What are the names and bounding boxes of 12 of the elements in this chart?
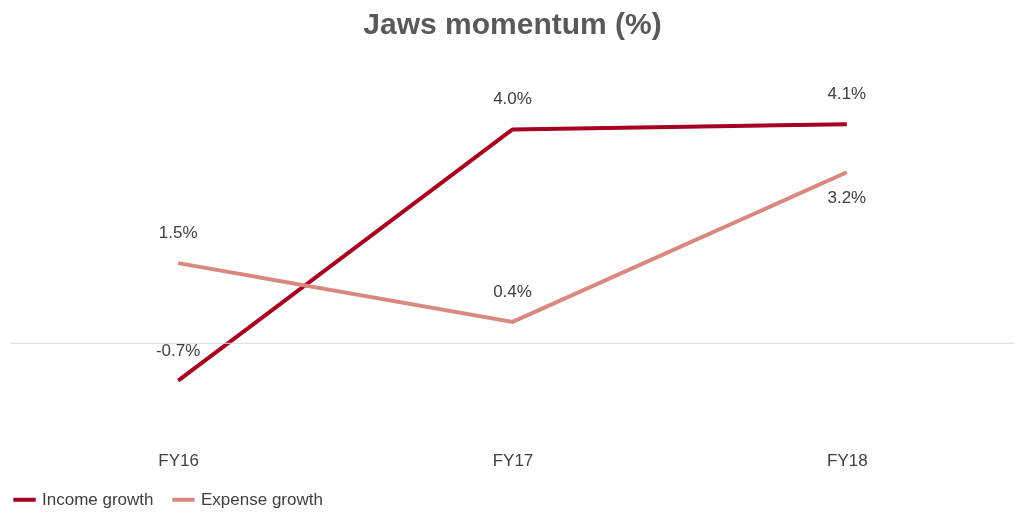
data-label: -0.7% [155, 340, 201, 360]
data-label: 3.2% [827, 188, 867, 208]
legend-label: Income growth [42, 489, 154, 509]
data-label: 0.4% [493, 281, 532, 301]
legend-label: Expense growth [201, 489, 323, 509]
chart-title: Jaws momentum (%) [363, 7, 662, 40]
x-tick-label: FY17 [492, 450, 534, 470]
x-tick-label: FY18 [827, 450, 868, 470]
data-label: 1.5% [158, 223, 198, 243]
data-label: 4.1% [827, 84, 867, 104]
data-label: 4.0% [493, 89, 532, 109]
x-tick-label: FY16 [158, 450, 199, 470]
